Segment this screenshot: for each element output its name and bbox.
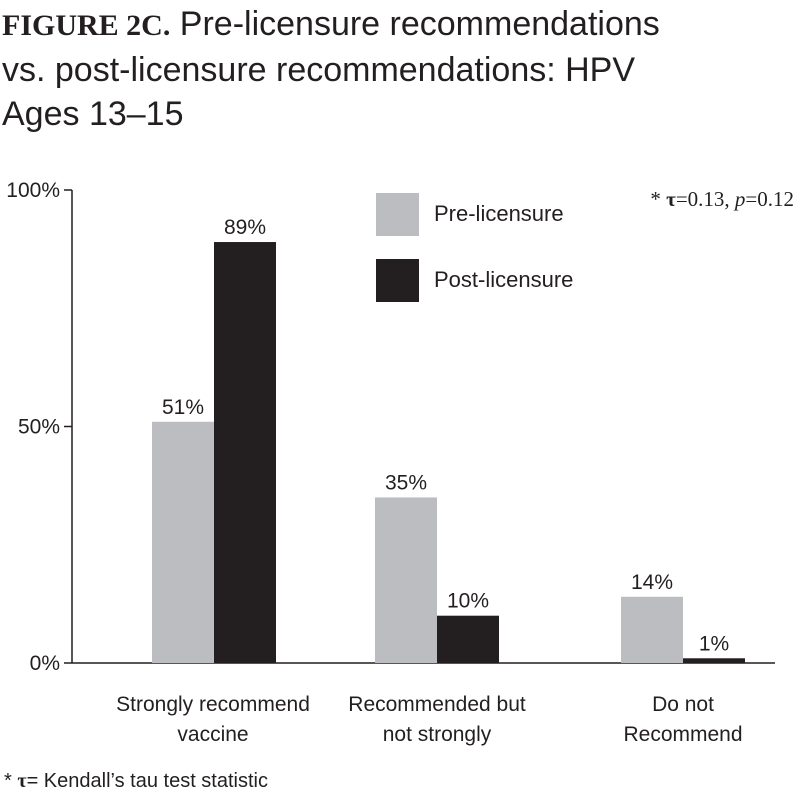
data-label-post-0: 89% xyxy=(224,216,266,239)
category-label-2-line-1: Recommend xyxy=(623,723,742,746)
data-label-post-1: 10% xyxy=(447,590,489,613)
category-label-1-line-0: Recommended but xyxy=(348,693,526,716)
bar-post-1 xyxy=(437,615,499,663)
category-label-1-line-1: not strongly xyxy=(383,723,492,746)
y-tick-label-1: 50% xyxy=(18,416,60,439)
figure-title-line1: Pre-licensure recommendations xyxy=(179,5,660,43)
legend-swatch-1 xyxy=(376,259,419,302)
category-label-0-line-0: Strongly recommend xyxy=(116,693,310,716)
stat-note-star: * xyxy=(650,187,667,211)
bar-pre-0 xyxy=(152,421,214,663)
stat-note-p: p xyxy=(734,187,746,211)
stat-note-tau: τ xyxy=(666,187,676,211)
stat-note-tau-value: =0.13, xyxy=(675,187,735,211)
data-label-pre-2: 14% xyxy=(631,571,673,594)
stat-note: * τ=0.13, p=0.12 xyxy=(650,187,794,212)
y-tick-label-2: 100% xyxy=(6,179,60,202)
footnote-tau: τ xyxy=(17,770,27,792)
legend-swatch-0 xyxy=(376,193,419,236)
data-label-pre-0: 51% xyxy=(162,396,204,419)
figure-title-line3: Ages 13–15 xyxy=(2,95,184,133)
y-tick-label-0: 0% xyxy=(30,652,60,675)
legend-label-1: Post-licensure xyxy=(434,267,573,292)
footnote: * τ= Kendall’s tau test statistic xyxy=(4,770,268,793)
category-label-2-line-0: Do not xyxy=(652,693,714,716)
figure-title: FIGURE 2C. Pre-licensure recommendations… xyxy=(2,2,798,136)
figure-title-prefix: FIGURE 2C. xyxy=(2,9,171,42)
figure-title-line2: vs. post-licensure recommendations: HPV xyxy=(2,51,636,89)
footnote-text: = Kendall’s tau test statistic xyxy=(26,770,268,792)
data-label-post-2: 1% xyxy=(699,632,729,655)
bar-post-0 xyxy=(214,242,276,663)
bar-pre-2 xyxy=(621,596,683,663)
legend-label-0: Pre-licensure xyxy=(434,201,564,226)
bar-pre-1 xyxy=(375,497,437,663)
bar-post-2 xyxy=(683,658,745,663)
data-label-pre-1: 35% xyxy=(385,471,427,494)
stat-note-p-value: =0.12 xyxy=(745,187,794,211)
category-label-0-line-1: vaccine xyxy=(177,723,248,746)
footnote-star: * xyxy=(4,770,18,792)
